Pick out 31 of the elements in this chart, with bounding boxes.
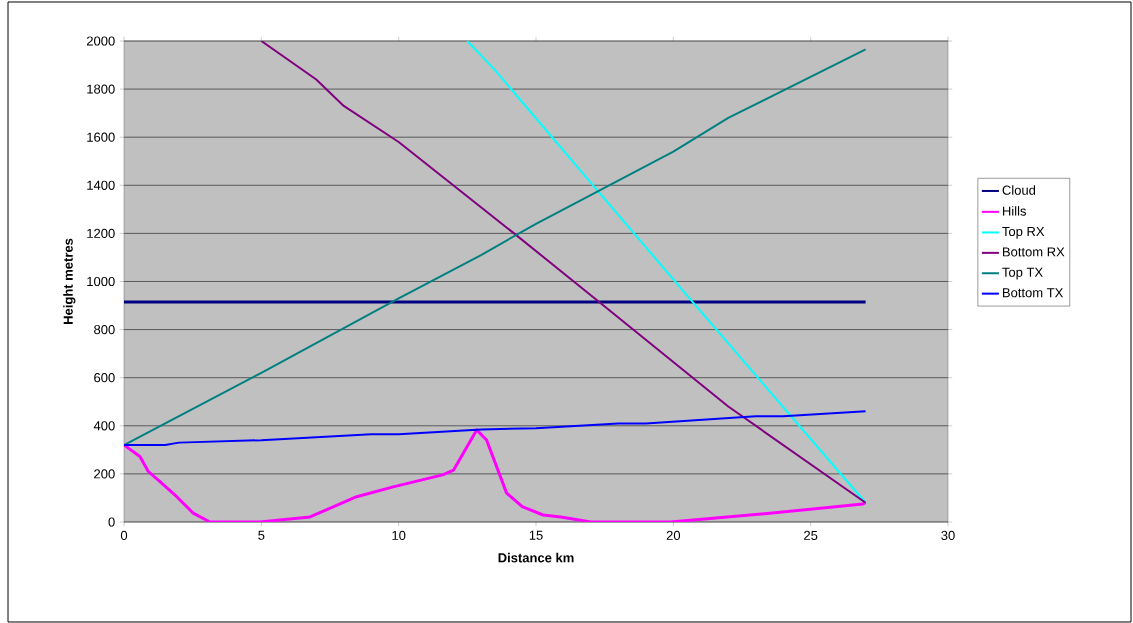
y-tick-label: 1800 [87,84,115,94]
y-tick-label: 800 [94,324,115,335]
line-series [124,48,867,447]
line-series [260,40,867,504]
legend-label: Bottom RX [1003,247,1065,257]
y-tick-label: 400 [93,421,115,431]
y-tick-label: 600 [94,373,115,383]
y-tick-label: 1000 [87,276,115,287]
line-series [466,40,867,504]
y-tick-label: 1400 [87,180,115,190]
x-tick-label: 15 [529,530,543,540]
x-tick-label: 0 [120,530,128,540]
legend-label: Cloud [1002,185,1036,195]
y-tick-label: 1600 [87,132,115,142]
line-series [124,410,867,447]
x-tick-label: 10 [392,530,406,540]
legend-label: Top RX [1002,227,1045,239]
y-tick-label: 1200 [87,228,115,238]
legend-label: Bottom TX [1003,288,1064,298]
y-tick-label: 200 [94,469,115,479]
x-tick-label: 25 [804,530,818,540]
y-tick-label: 2000 [86,36,115,46]
y-tick-label: 0 [108,517,115,527]
y-axis-title: Height metres [63,238,76,324]
x-tick-label: 30 [941,530,955,540]
line-series [124,428,868,522]
x-tick-label: 20 [666,530,681,540]
x-tick-label: 5 [258,530,265,540]
x-axis-title: Distance km [498,552,574,563]
legend-label: Hills [1003,206,1027,216]
legend-label: Top TX [1002,267,1043,280]
